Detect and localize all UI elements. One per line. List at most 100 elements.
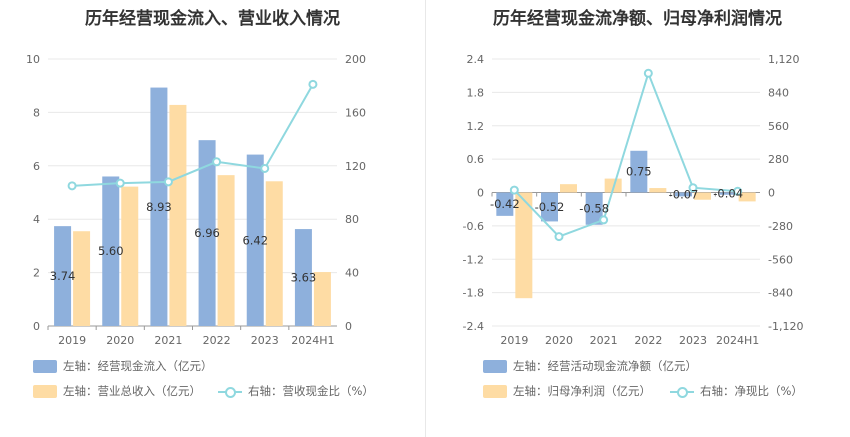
bar-data-label: 0.75: [626, 165, 652, 179]
line-series: [72, 83, 314, 187]
bar-data-label: -0.42: [490, 197, 520, 211]
left-axis-tick: -1.8: [463, 287, 484, 300]
bar-series2: [73, 231, 91, 326]
line-point: [260, 163, 270, 173]
right-axis-tick: 40: [345, 267, 359, 280]
line-point: [67, 181, 77, 191]
bar-series2: [649, 188, 667, 193]
left-axis-tick: 1.2: [467, 120, 485, 133]
bar-data-label: 5.60: [98, 244, 124, 258]
bar-series2: [217, 175, 235, 326]
x-axis-tick: 2019: [58, 334, 86, 347]
x-axis-tick: 2023: [679, 334, 707, 347]
legend-item-line[interactable]: 右轴：营收现金比（%）: [218, 383, 374, 399]
bar-series2: [265, 181, 283, 326]
legend-swatch-bar2: [33, 384, 57, 398]
legend-label: 右轴：净现比（%）: [700, 384, 803, 398]
legend-item-bar1[interactable]: 左轴：经营现金流入（亿元）: [33, 358, 213, 374]
bar-data-label: 3.74: [50, 269, 76, 283]
legend-swatch-line: [218, 385, 242, 398]
right-axis-tick: 200: [345, 53, 366, 66]
legend-swatch-line: [670, 385, 694, 398]
line-point: [163, 177, 173, 187]
left-axis-tick: -0.6: [463, 220, 484, 233]
chart-plot: 0 2 4 6 8 10 0 40 80 120 160 200 2019 2020 2021 2022 202…: [26, 53, 366, 347]
right-axis-tick: -1,120: [768, 320, 803, 333]
x-axis-tick: 2024H1: [716, 334, 759, 347]
left-axis-tick: 6: [33, 160, 40, 173]
right-axis-tick: 0: [345, 320, 352, 333]
bar-series1: [719, 192, 737, 195]
line-point: [308, 79, 318, 89]
left-axis-tick: 10: [26, 53, 40, 66]
bar-series2: [560, 184, 577, 193]
bar-series1: [294, 229, 312, 326]
left-axis-tick: 2: [33, 267, 40, 280]
x-axis-tick: 2021: [154, 334, 182, 347]
bar-series1: [630, 150, 648, 193]
left-axis-tick: 0.6: [467, 153, 485, 166]
bar-series1: [54, 226, 72, 326]
left-axis-tick: 8: [33, 106, 40, 119]
bar-data-label: -0.07: [669, 187, 699, 201]
legend-label: 左轴：经营现金流入（亿元）: [63, 359, 213, 373]
legend-swatch-bar2: [483, 384, 507, 398]
x-axis-tick: 2021: [590, 334, 618, 347]
legend-item-bar1[interactable]: 左轴：经营活动现金流净额（亿元）: [483, 358, 697, 374]
bar-series2: [515, 192, 533, 299]
bar-series1: [246, 154, 264, 326]
chart-title: 历年经营现金流入、营业收入情况: [85, 9, 340, 29]
legend-label: 右轴：营收现金比（%）: [248, 384, 374, 398]
bar-data-label: -0.52: [535, 200, 565, 214]
x-axis-tick: 2023: [251, 334, 279, 347]
bar-data-label: -0.58: [579, 202, 609, 216]
x-axis-tick: 2024H1: [291, 334, 334, 347]
bar-series2: [313, 272, 331, 326]
x-axis-tick: 2020: [106, 334, 134, 347]
line-point: [115, 178, 125, 188]
line-series: [513, 70, 738, 238]
bar-data-label: 8.93: [146, 200, 172, 214]
legend-label: 左轴：营业总收入（亿元）: [63, 384, 201, 398]
legend-swatch-bar1: [483, 359, 507, 373]
line-point: [643, 68, 653, 78]
bar-series2: [694, 192, 711, 200]
bar-series2: [169, 104, 187, 326]
chart-panel-net-cash-profit: 历年经营现金流净额、归母净利润情况 -2.4 -1.8 -1.2 -0.6 0 0.6 1.…: [425, 0, 850, 437]
bar-series1: [496, 192, 514, 216]
bar-series1: [102, 176, 120, 326]
x-axis-tick: 2022: [203, 334, 231, 347]
legend-label: 左轴：经营活动现金流净额（亿元）: [513, 359, 697, 373]
bar-data-label: -0.04: [713, 187, 743, 201]
bar-series2: [738, 192, 756, 202]
line-point: [554, 232, 564, 242]
bar-series1: [585, 192, 603, 225]
right-axis-tick: 560: [768, 120, 789, 133]
x-axis-tick: 2019: [500, 334, 528, 347]
line-point: [599, 215, 609, 225]
line-point: [509, 185, 519, 195]
legend-item-line[interactable]: 右轴：净现比（%）: [670, 383, 803, 399]
left-axis-tick: 4: [33, 213, 40, 226]
chart-panel-cash-inflow-revenue: 历年经营现金流入、营业收入情况 0 2 4 6 8 10 0 40 80 120 160 200 201…: [26, 9, 374, 399]
right-axis-tick: 0: [768, 187, 775, 200]
legend-item-bar2[interactable]: 左轴：归母净利润（亿元）: [483, 383, 651, 399]
left-axis-tick: 0: [477, 187, 484, 200]
right-axis-tick: 280: [768, 153, 789, 166]
right-axis-tick: -560: [768, 253, 793, 266]
bar-data-label: 3.63: [291, 271, 317, 285]
line-point: [688, 183, 698, 193]
right-axis-tick: 120: [345, 160, 366, 173]
chart-title: 历年经营现金流净额、归母净利润情况: [493, 9, 782, 29]
line-point: [733, 186, 743, 196]
left-axis-tick: -2.4: [463, 320, 484, 333]
bar-series1: [150, 87, 168, 326]
x-axis-tick: 2022: [634, 334, 662, 347]
x-axis-tick: 2020: [545, 334, 573, 347]
legend-item-bar2[interactable]: 左轴：营业总收入（亿元）: [33, 383, 201, 399]
right-axis-tick: 80: [345, 213, 359, 226]
left-axis-tick: 2.4: [467, 53, 485, 66]
bar-series1: [541, 192, 558, 222]
bar-data-label: 6.42: [242, 233, 268, 247]
bar-series1: [198, 140, 216, 326]
